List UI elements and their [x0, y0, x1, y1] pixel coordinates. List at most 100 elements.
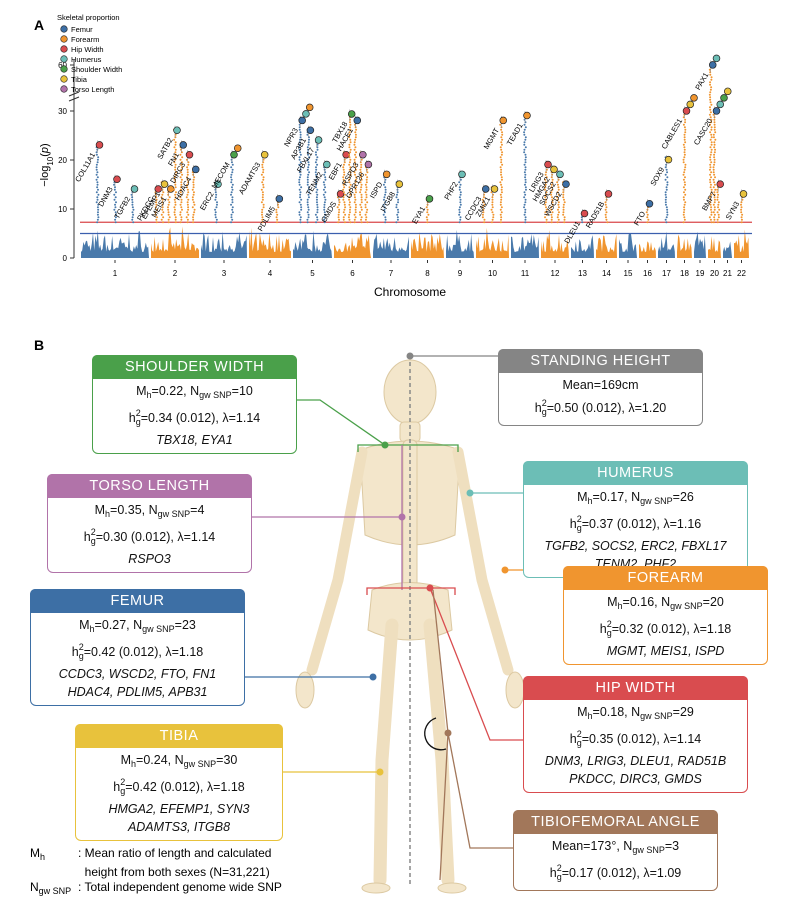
peak-point [556, 198, 559, 201]
peak-point [353, 161, 356, 164]
peak-point [709, 153, 712, 156]
peak-point [740, 218, 743, 221]
peak-point [300, 208, 303, 211]
text-part: =0.18, N [592, 705, 641, 719]
legend-label: Femur [71, 25, 93, 34]
peak-point [162, 191, 165, 194]
peak-point [353, 213, 356, 216]
gene-trait-marker [359, 150, 367, 159]
peak-point [349, 158, 352, 161]
italic: RSPO3 [128, 552, 171, 566]
peak-point [459, 178, 462, 181]
text-part: h [71, 645, 79, 659]
peak-point [131, 201, 134, 204]
peak-point [185, 216, 188, 219]
peak-point [365, 193, 368, 196]
background-signal [249, 227, 291, 258]
peak-point [131, 206, 134, 209]
peak-point [491, 218, 494, 221]
peak-point [323, 211, 326, 214]
peak-point [710, 191, 713, 194]
gene-trait-marker [720, 94, 728, 102]
peak-point [710, 208, 713, 211]
peak-point [382, 213, 385, 216]
peak-point [275, 211, 278, 214]
peak-point [324, 178, 327, 181]
peak-point [315, 191, 318, 194]
peak-point [186, 178, 189, 181]
right-hand [505, 671, 525, 709]
peak-point [298, 146, 301, 149]
info-box: TORSO LENGTH Mh=0.35, Ngw SNP=4 hg2=0.30 (… [47, 474, 252, 573]
peak-point [709, 88, 712, 91]
peak-point [682, 186, 685, 189]
info-box: TIBIA Mh=0.24, Ngw SNP=30 hg2=0.42 (0.012)… [75, 724, 283, 841]
gene-label: ERC2 [198, 190, 216, 212]
peak-point [384, 201, 387, 204]
peak-point [544, 173, 547, 176]
peak-point [167, 211, 170, 214]
connector-dot [406, 352, 414, 360]
peak-point [354, 188, 357, 191]
peak-point [396, 213, 399, 216]
peak-point [740, 221, 743, 224]
peak-point [604, 201, 607, 204]
text-part: =0.50 (0.012), λ=1.20 [546, 401, 667, 415]
left-arm [306, 446, 368, 676]
peak-point [544, 186, 547, 189]
box-line: MGMT, MEIS1, ISPD [564, 642, 767, 660]
peak-point [365, 188, 368, 191]
peak-point [192, 191, 195, 194]
peak-point [682, 178, 685, 181]
peak-point [524, 193, 527, 196]
peak-point [550, 213, 553, 216]
peak-point [342, 166, 345, 169]
peak-point [712, 113, 715, 116]
peak-point [683, 151, 686, 154]
gene-label: ADAMTS3 [237, 161, 263, 196]
peak-point [173, 161, 176, 164]
footnote-definition: : Mean ratio of length and calculated [78, 846, 272, 860]
peak-point [458, 221, 461, 224]
peak-point [323, 183, 326, 186]
subscript: g [541, 407, 547, 417]
subscript: gw SNP [640, 711, 673, 721]
gene-trait-marker [323, 160, 331, 169]
peak-point [664, 198, 667, 201]
text-part: N [30, 880, 39, 894]
text-part: h [113, 780, 121, 794]
peak-point [342, 176, 345, 179]
peak-point [741, 198, 744, 201]
peak-point [262, 186, 265, 189]
peak-point [501, 131, 504, 134]
peak-point [712, 178, 715, 181]
peak-point [337, 203, 340, 206]
peak-point [95, 163, 98, 166]
peak-point [458, 208, 461, 211]
peak-point [384, 193, 387, 196]
peak-point [191, 198, 194, 201]
peak-point [167, 208, 170, 211]
peak-point [664, 203, 667, 206]
peak-point [709, 138, 712, 141]
peak-point [710, 118, 713, 121]
box-line: hg2=0.50 (0.012), λ=1.20 [499, 394, 702, 421]
left-hand [295, 671, 315, 709]
peak-point [353, 218, 356, 221]
peak-point [354, 203, 357, 206]
peak-point [563, 218, 566, 221]
peak-point [524, 178, 527, 181]
peak-point [709, 73, 712, 76]
peak-point [155, 218, 158, 221]
peak-point [180, 181, 183, 184]
peak-point [523, 148, 526, 151]
peak-point [231, 196, 234, 199]
peak-point [713, 198, 716, 201]
peak-point [383, 208, 386, 211]
peak-point [315, 181, 318, 184]
peak-point [97, 208, 100, 211]
peak-point [348, 161, 351, 164]
gene-trait-marker [234, 144, 242, 152]
peak-point [713, 153, 716, 156]
peak-point [364, 213, 367, 216]
